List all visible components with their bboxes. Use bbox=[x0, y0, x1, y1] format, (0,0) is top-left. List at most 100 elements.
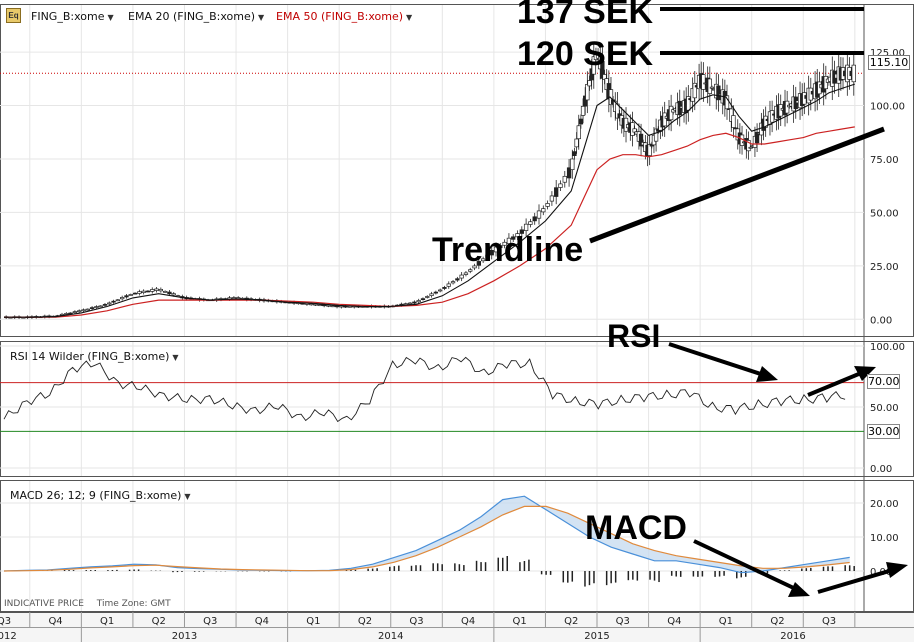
candle bbox=[731, 115, 736, 128]
price-tick-label: 25.00 bbox=[870, 262, 899, 273]
candle bbox=[468, 269, 473, 272]
chevron-down-icon: ▼ bbox=[406, 13, 413, 22]
ema20-label: EMA 20 (FING_B:xome) bbox=[128, 10, 255, 23]
candle bbox=[403, 303, 408, 306]
candle bbox=[574, 138, 579, 148]
candle bbox=[459, 274, 464, 279]
quarter-label: Q3 bbox=[409, 616, 423, 627]
candle bbox=[515, 233, 520, 238]
candle bbox=[330, 305, 335, 308]
trendline bbox=[589, 126, 885, 244]
candle bbox=[455, 278, 460, 281]
equity-icon[interactable]: Eq bbox=[6, 8, 21, 23]
candle bbox=[707, 78, 712, 94]
candle bbox=[107, 302, 112, 305]
candle bbox=[162, 290, 168, 293]
rsi-down-arrow-line bbox=[668, 342, 771, 379]
annotation-macd: MACD bbox=[585, 509, 687, 547]
quarter-label: Q4 bbox=[48, 616, 62, 627]
candle bbox=[532, 216, 537, 222]
annotation-trendline: Trendline bbox=[432, 231, 584, 269]
footer-info: INDICATIVE PRICE Time Zone: GMT bbox=[4, 599, 181, 609]
annotation-120: 120 SEK bbox=[517, 35, 654, 73]
macd-line bbox=[3, 495, 850, 574]
candle bbox=[472, 265, 477, 269]
candle bbox=[545, 203, 550, 207]
price-tick-label: 75.00 bbox=[870, 155, 899, 166]
quarter-label: Q2 bbox=[358, 616, 372, 627]
candle bbox=[506, 237, 512, 245]
candle bbox=[580, 105, 586, 116]
quarter-label: Q1 bbox=[719, 616, 733, 627]
ema20-line bbox=[4, 83, 855, 318]
candle bbox=[851, 64, 856, 83]
macd-tick-label: 10.00 bbox=[870, 533, 899, 544]
candle bbox=[549, 195, 555, 202]
candle bbox=[158, 288, 163, 292]
candle bbox=[585, 84, 590, 101]
candle bbox=[236, 297, 241, 299]
quarter-label: Q1 bbox=[513, 616, 527, 627]
last-price-badge: 115.10 bbox=[868, 55, 910, 70]
candle bbox=[523, 223, 529, 231]
year-label: 2013 bbox=[172, 631, 197, 642]
ema20-selector[interactable]: EMA 20 (FING_B:xome) ▼ bbox=[128, 10, 264, 23]
candle bbox=[498, 245, 503, 249]
macd-tick-label: 20.00 bbox=[870, 499, 899, 510]
rsi-tick-label: 50.00 bbox=[870, 403, 899, 414]
candle bbox=[72, 311, 78, 313]
rsi-selector[interactable]: RSI 14 Wilder (FING_B:xome) ▼ bbox=[10, 350, 179, 363]
quarter-label: Q4 bbox=[667, 616, 681, 627]
candle bbox=[420, 298, 426, 300]
candle bbox=[587, 80, 592, 87]
rsi-tick-label: 0.00 bbox=[870, 464, 892, 475]
quarter-label: Q3 bbox=[616, 616, 630, 627]
indicative-price-label: INDICATIVE PRICE bbox=[4, 599, 84, 609]
rsi-label: RSI 14 Wilder (FING_B:xome) bbox=[10, 350, 170, 363]
price-tick-label: 50.00 bbox=[870, 208, 899, 219]
candle bbox=[115, 299, 121, 302]
candle bbox=[309, 303, 314, 306]
candle bbox=[407, 302, 413, 305]
candle bbox=[321, 304, 327, 307]
quarter-label: Q2 bbox=[564, 616, 578, 627]
candle bbox=[102, 304, 108, 306]
year-label: 2014 bbox=[378, 631, 403, 642]
chevron-down-icon: ▼ bbox=[107, 13, 114, 22]
candle bbox=[313, 303, 318, 306]
quarter-label: Q4 bbox=[461, 616, 475, 627]
quarter-label: Q2 bbox=[770, 616, 784, 627]
candle bbox=[701, 74, 706, 90]
candle bbox=[334, 305, 340, 308]
candle bbox=[519, 229, 524, 234]
candle bbox=[317, 304, 322, 307]
candle bbox=[141, 290, 146, 293]
candle bbox=[489, 249, 494, 256]
rsi-upper-badge: 70.00 bbox=[867, 374, 900, 389]
candle bbox=[709, 86, 715, 89]
candle bbox=[442, 287, 447, 289]
rsi-tick-label: 100.00 bbox=[870, 342, 905, 353]
candle bbox=[463, 272, 469, 275]
candle bbox=[416, 300, 421, 303]
signal-line bbox=[3, 505, 850, 572]
candle bbox=[326, 304, 331, 307]
rsi-lower-badge: 30.00 bbox=[867, 424, 900, 439]
candle bbox=[120, 297, 125, 300]
candle bbox=[748, 146, 753, 149]
ema50-selector[interactable]: EMA 50 (FING_B:xome) ▼ bbox=[276, 10, 412, 23]
candle bbox=[662, 112, 667, 127]
quarter-label: Q1 bbox=[100, 616, 114, 627]
symbol-selector[interactable]: FING_B:xome ▼ bbox=[31, 10, 114, 23]
candle bbox=[536, 210, 542, 219]
candle bbox=[171, 293, 176, 296]
rsi-up-arrow-line bbox=[807, 369, 867, 397]
candle bbox=[446, 283, 451, 287]
annotation-rsi: RSI bbox=[607, 318, 661, 354]
candle bbox=[572, 151, 577, 156]
candle bbox=[145, 290, 151, 293]
macd-selector[interactable]: MACD 26; 12; 9 (FING_B:xome) ▼ bbox=[10, 489, 191, 502]
candle bbox=[98, 305, 103, 308]
annotation-137: 137 SEK bbox=[517, 0, 654, 31]
